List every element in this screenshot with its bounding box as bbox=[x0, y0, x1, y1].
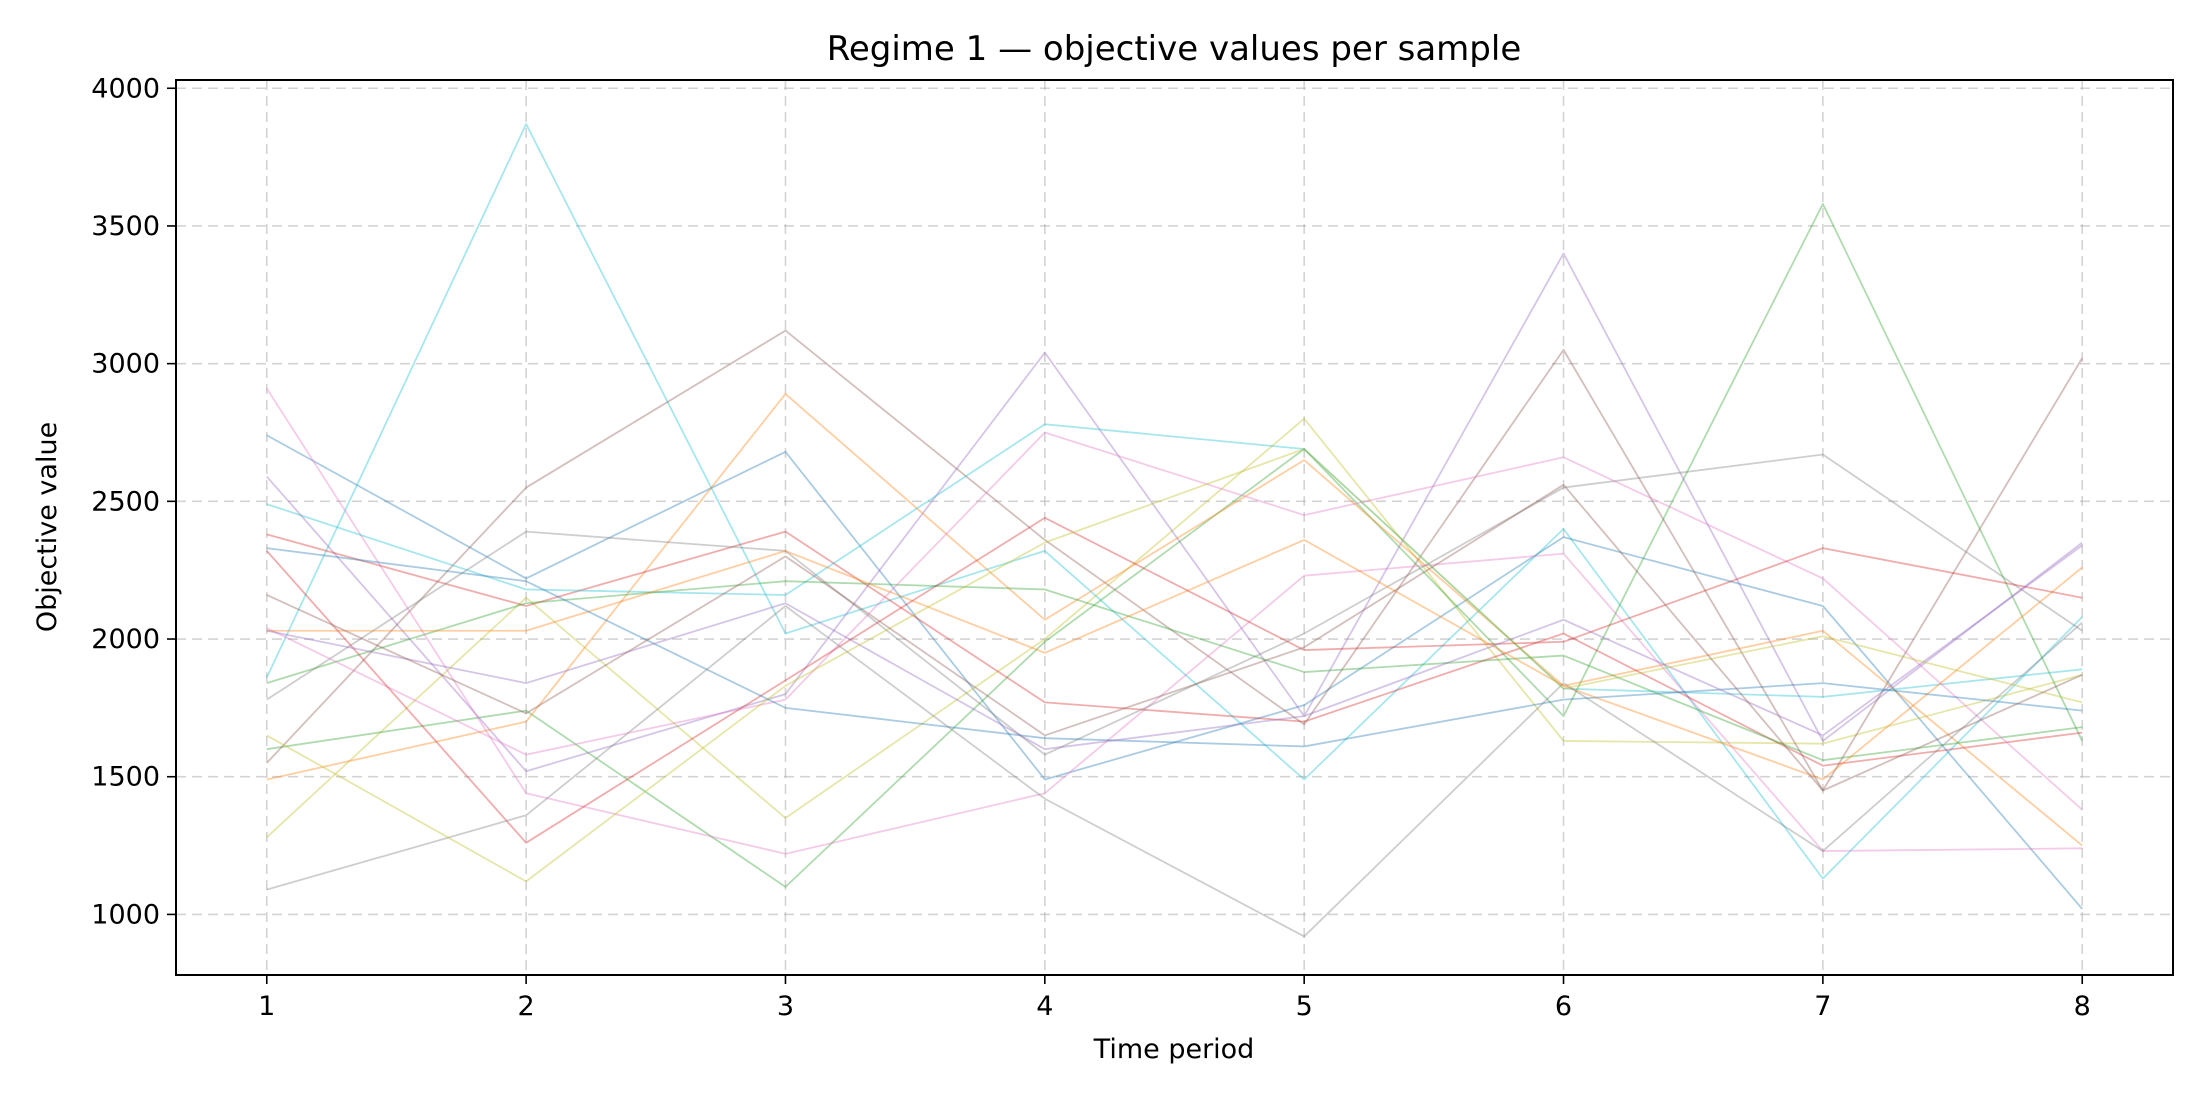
series-line-7 bbox=[266, 393, 2083, 847]
x-axis-label: Time period bbox=[1093, 1034, 1255, 1065]
y-tick-label: 4000 bbox=[91, 73, 160, 104]
series-line-6 bbox=[266, 329, 2083, 792]
x-tick-label: 6 bbox=[1555, 991, 1572, 1022]
series-layer bbox=[265, 123, 2084, 938]
x-tick-label: 2 bbox=[518, 991, 535, 1022]
y-tick-label: 2000 bbox=[91, 624, 160, 655]
series-line-2 bbox=[266, 434, 2083, 910]
x-tick-label: 1 bbox=[258, 991, 275, 1022]
series-line-17 bbox=[266, 605, 2083, 938]
series-line-19 bbox=[266, 448, 2083, 883]
series-line-18 bbox=[266, 544, 2083, 751]
series-line-1 bbox=[265, 123, 2083, 880]
y-axis: 1000 1500 2000 2500 3000 3500 4000 bbox=[91, 73, 176, 930]
y-tick-label: 2500 bbox=[91, 486, 160, 517]
x-tick-label: 4 bbox=[1036, 991, 1053, 1022]
series-line-12 bbox=[266, 580, 2083, 762]
plot-frame bbox=[175, 79, 2174, 976]
y-tick-label: 3500 bbox=[91, 211, 160, 242]
y-tick-label: 3000 bbox=[91, 349, 160, 380]
series-line-8 bbox=[266, 387, 2083, 855]
series-line-5 bbox=[266, 252, 2083, 773]
y-tick-label: 1500 bbox=[91, 762, 160, 793]
series-line-15 bbox=[266, 516, 2083, 844]
series-line-4 bbox=[266, 203, 2084, 888]
x-tick-label: 3 bbox=[777, 991, 794, 1022]
series-line-20 bbox=[266, 483, 2083, 792]
y-tick-label: 1000 bbox=[91, 899, 160, 930]
axes-layer bbox=[175, 79, 2174, 976]
chart-title: Regime 1 — objective values per sample bbox=[827, 29, 1522, 69]
x-tick-label: 8 bbox=[2074, 991, 2091, 1022]
series-line-10 bbox=[266, 453, 2083, 756]
series-line-3 bbox=[266, 417, 2083, 838]
grid-layer bbox=[176, 80, 2173, 975]
x-tick-label: 7 bbox=[1814, 991, 1831, 1022]
series-line-14 bbox=[266, 538, 2083, 781]
y-axis-label: Objective value bbox=[32, 422, 63, 632]
x-axis: 1 2 3 4 5 6 7 8 bbox=[258, 975, 2091, 1022]
series-line-13 bbox=[266, 431, 2083, 811]
series-line-16 bbox=[266, 547, 2083, 748]
x-tick-label: 5 bbox=[1296, 991, 1313, 1022]
series-line-9 bbox=[266, 530, 2083, 767]
series-line-11 bbox=[266, 423, 2083, 698]
